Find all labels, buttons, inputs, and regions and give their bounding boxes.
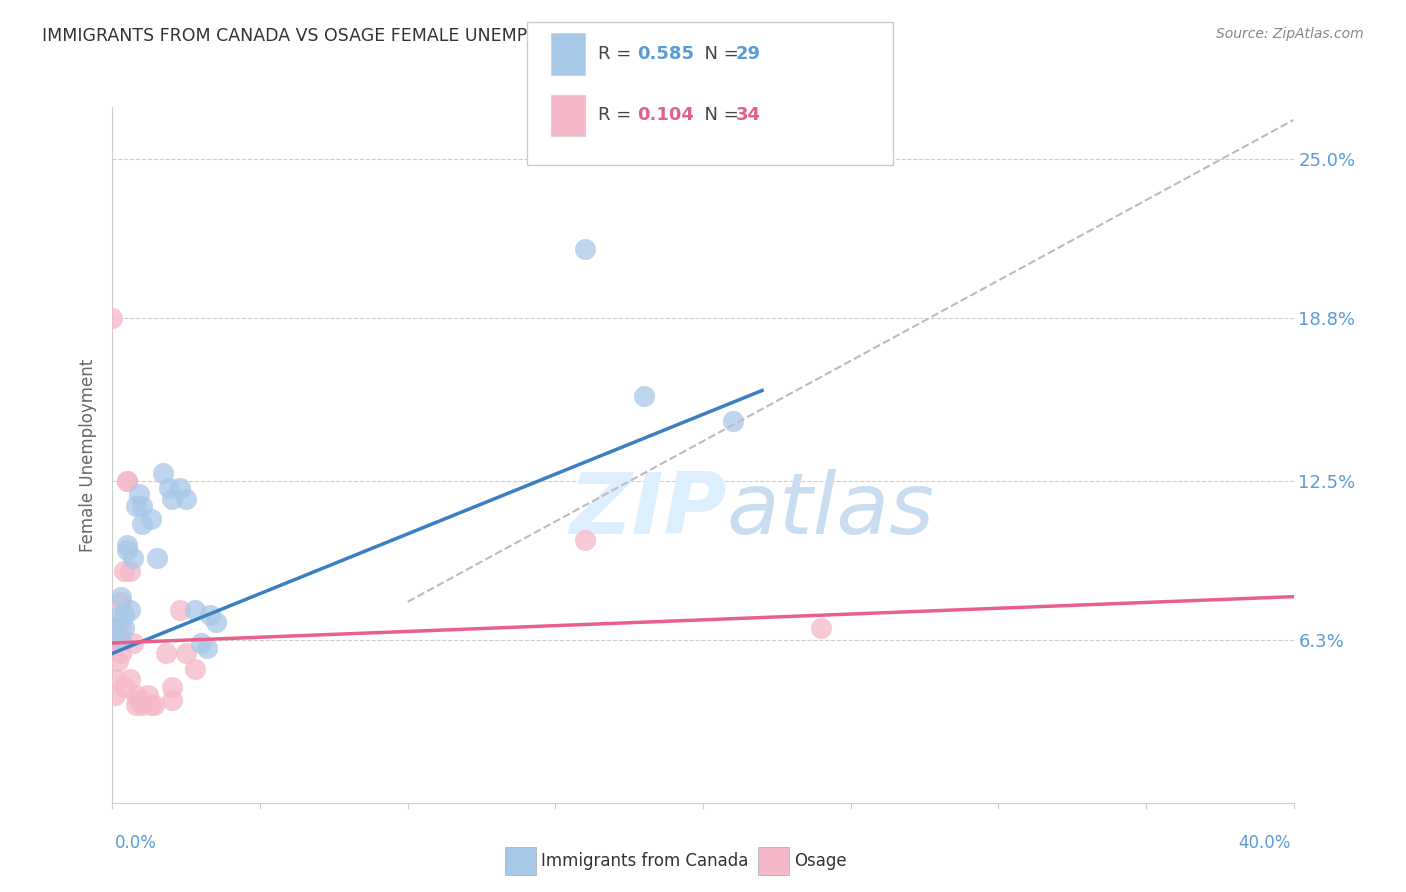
- Point: [160, 692, 183, 706]
- Point: [117, 474, 138, 488]
- Point: [101, 633, 124, 648]
- Text: IMMIGRANTS FROM CANADA VS OSAGE FEMALE UNEMPLOYMENT CORRELATION CHART: IMMIGRANTS FROM CANADA VS OSAGE FEMALE U…: [42, 27, 804, 45]
- Point: [131, 698, 153, 712]
- Point: [117, 543, 138, 558]
- Point: [574, 533, 596, 547]
- Point: [117, 474, 138, 488]
- Text: 0.0%: 0.0%: [115, 834, 157, 852]
- Point: [120, 672, 142, 686]
- Point: [157, 482, 180, 496]
- Text: N =: N =: [693, 106, 745, 124]
- Text: Osage: Osage: [794, 852, 846, 870]
- Point: [721, 414, 744, 428]
- Point: [160, 491, 183, 506]
- Text: Immigrants from Canada: Immigrants from Canada: [541, 852, 748, 870]
- Point: [174, 646, 197, 660]
- Point: [107, 633, 129, 648]
- Point: [169, 602, 191, 616]
- Point: [122, 636, 145, 650]
- Point: [104, 672, 127, 686]
- Point: [125, 698, 148, 712]
- Text: 0.585: 0.585: [637, 45, 695, 62]
- Point: [120, 602, 142, 616]
- Point: [120, 564, 142, 578]
- Point: [169, 482, 191, 496]
- Point: [112, 621, 135, 635]
- Point: [107, 654, 129, 668]
- Text: ZIP: ZIP: [569, 469, 727, 552]
- Point: [146, 551, 169, 566]
- Point: [574, 242, 596, 256]
- Point: [184, 602, 207, 616]
- Text: Source: ZipAtlas.com: Source: ZipAtlas.com: [1216, 27, 1364, 41]
- Point: [112, 607, 135, 622]
- Point: [122, 551, 145, 566]
- Point: [107, 633, 129, 648]
- Point: [110, 595, 132, 609]
- Point: [136, 688, 159, 702]
- Point: [139, 698, 162, 712]
- Point: [107, 610, 129, 624]
- Point: [110, 621, 132, 635]
- Point: [112, 680, 135, 694]
- Point: [142, 698, 165, 712]
- Point: [198, 607, 221, 622]
- Point: [810, 621, 832, 635]
- Point: [633, 389, 655, 403]
- Text: R =: R =: [598, 106, 637, 124]
- Point: [128, 692, 150, 706]
- Point: [131, 517, 153, 532]
- Point: [125, 500, 148, 514]
- Point: [205, 615, 228, 630]
- Point: [110, 633, 132, 648]
- Point: [195, 641, 218, 656]
- Text: R =: R =: [598, 45, 637, 62]
- Point: [104, 621, 127, 635]
- Text: 40.0%: 40.0%: [1239, 834, 1291, 852]
- Text: 34: 34: [735, 106, 761, 124]
- Text: 0.104: 0.104: [637, 106, 693, 124]
- Text: atlas: atlas: [727, 469, 935, 552]
- Point: [125, 688, 148, 702]
- Point: [101, 311, 124, 326]
- Text: 29: 29: [735, 45, 761, 62]
- Point: [174, 491, 197, 506]
- Point: [128, 486, 150, 500]
- Point: [139, 512, 162, 526]
- Point: [184, 662, 207, 676]
- Point: [160, 680, 183, 694]
- Point: [104, 688, 127, 702]
- Point: [152, 466, 174, 480]
- Text: N =: N =: [693, 45, 745, 62]
- Point: [131, 500, 153, 514]
- Point: [104, 621, 127, 635]
- Point: [112, 564, 135, 578]
- Point: [155, 646, 177, 660]
- Point: [107, 621, 129, 635]
- Point: [110, 646, 132, 660]
- Point: [117, 538, 138, 552]
- Y-axis label: Female Unemployment: Female Unemployment: [79, 359, 97, 551]
- Point: [110, 590, 132, 604]
- Point: [190, 636, 212, 650]
